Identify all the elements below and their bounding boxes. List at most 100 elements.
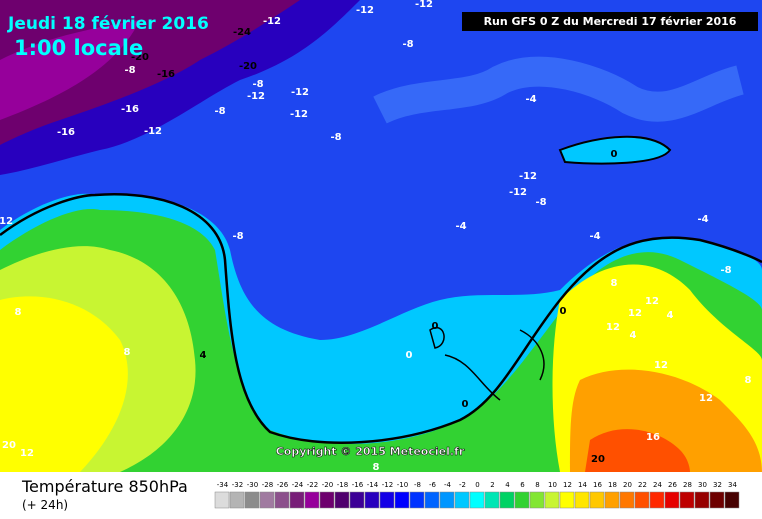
legend-title: Température 850hPa <box>21 477 188 496</box>
legend-tick-label: 0 <box>475 481 479 489</box>
legend-swatch <box>515 492 529 508</box>
legend-tick-label: 26 <box>668 481 677 489</box>
legend-swatch <box>650 492 664 508</box>
legend-swatch <box>455 492 469 508</box>
legend-swatch <box>635 492 649 508</box>
map-label: 12 <box>699 393 713 404</box>
map-label: 8 <box>124 347 131 358</box>
legend-swatch <box>665 492 679 508</box>
legend-tick-label: -8 <box>414 481 421 489</box>
map-label: -8 <box>402 39 413 50</box>
legend-swatch <box>395 492 409 508</box>
legend-tick-label: 20 <box>623 481 632 489</box>
map-label: 12 <box>606 322 620 333</box>
legend-swatch <box>260 492 274 508</box>
map-label: -24 <box>233 27 251 38</box>
map-label: 8 <box>745 375 752 386</box>
map-label: -20 <box>239 61 257 72</box>
legend-swatch <box>485 492 499 508</box>
legend-tick-label: 16 <box>593 481 602 489</box>
legend-tick-label: 4 <box>505 481 510 489</box>
legend-tick-label: -20 <box>322 481 333 489</box>
map-label: -12 <box>144 126 162 137</box>
legend-swatch <box>725 492 739 508</box>
legend-swatch <box>680 492 694 508</box>
map-label: 0 <box>406 350 413 361</box>
legend-tick-label: -6 <box>429 481 437 489</box>
map-label: -16 <box>157 69 175 80</box>
map-label: -12 <box>291 87 309 98</box>
map-label: -12 <box>247 91 265 102</box>
legend-tick-label: 6 <box>520 481 525 489</box>
legend-tick-label: -22 <box>307 481 318 489</box>
map-label: 0 <box>560 306 567 317</box>
map-label: -16 <box>57 127 75 138</box>
legend-tick-label: 8 <box>535 481 539 489</box>
map-label: -8 <box>330 132 341 143</box>
map-label: -8 <box>214 106 225 117</box>
legend-tick-label: -32 <box>232 481 243 489</box>
map-label: 0 <box>462 399 469 410</box>
legend-tick-label: -10 <box>397 481 408 489</box>
map-label: 0 <box>611 149 618 160</box>
map-label: -8 <box>252 79 263 90</box>
legend-swatch <box>530 492 544 508</box>
map-label: 16 <box>646 432 660 443</box>
legend-swatch <box>620 492 634 508</box>
map-label: -4 <box>697 214 708 225</box>
legend-tick-label: 22 <box>638 481 647 489</box>
copyright: Copyright © 2015 Meteociel.fr <box>276 445 465 458</box>
map-label: -16 <box>121 104 139 115</box>
legend-swatch <box>575 492 589 508</box>
legend-swatch <box>215 492 229 508</box>
map-label: 8 <box>611 278 618 289</box>
legend-swatch <box>410 492 424 508</box>
map-label: 4 <box>630 330 637 341</box>
map-area <box>0 0 762 472</box>
legend-tick-label: -14 <box>367 481 379 489</box>
legend-swatch <box>275 492 289 508</box>
legend-swatch <box>230 492 244 508</box>
legend-tick-label: 12 <box>563 481 572 489</box>
legend-tick-label: 34 <box>728 481 737 489</box>
map-label: -12 <box>415 0 433 10</box>
legend-swatch <box>500 492 514 508</box>
map-label: 12 <box>654 360 668 371</box>
map-label: -12 <box>290 109 308 120</box>
legend-tick-label: 2 <box>490 481 494 489</box>
map-label: -4 <box>525 94 536 105</box>
map-label: -8 <box>720 265 731 276</box>
map-label: -12 <box>263 16 281 27</box>
legend-swatch <box>590 492 604 508</box>
legend-swatch <box>290 492 304 508</box>
legend-swatch <box>365 492 379 508</box>
map-label: 8 <box>15 307 22 318</box>
time-title: 1:00 locale <box>14 36 143 60</box>
legend-tick-label: 30 <box>698 481 707 489</box>
legend-tick-label: -4 <box>444 481 452 489</box>
map-label: 12 <box>628 308 642 319</box>
map-label: -8 <box>124 65 135 76</box>
map-label: -12 <box>519 171 537 182</box>
legend-swatch <box>470 492 484 508</box>
legend-swatch <box>545 492 559 508</box>
legend-swatch <box>605 492 619 508</box>
map-label: 20 <box>591 454 605 465</box>
legend-tick-label: -16 <box>352 481 364 489</box>
map-label: -8 <box>535 197 546 208</box>
legend-tick-label: -12 <box>382 481 393 489</box>
legend-swatch <box>320 492 334 508</box>
run-info: Run GFS 0 Z du Mercredi 17 février 2016 <box>484 15 737 28</box>
legend-tick-label: -28 <box>262 481 273 489</box>
map-label: 4 <box>200 350 207 361</box>
map-label: -12 <box>356 5 374 16</box>
map-label: 4 <box>667 310 674 321</box>
legend-tick-label: 18 <box>608 481 617 489</box>
legend-tick-label: 10 <box>548 481 557 489</box>
legend-tick-label: -30 <box>247 481 258 489</box>
legend-tick-label: -24 <box>292 481 304 489</box>
legend-swatch <box>440 492 454 508</box>
legend-tick-label: 32 <box>713 481 722 489</box>
legend-swatch <box>380 492 394 508</box>
